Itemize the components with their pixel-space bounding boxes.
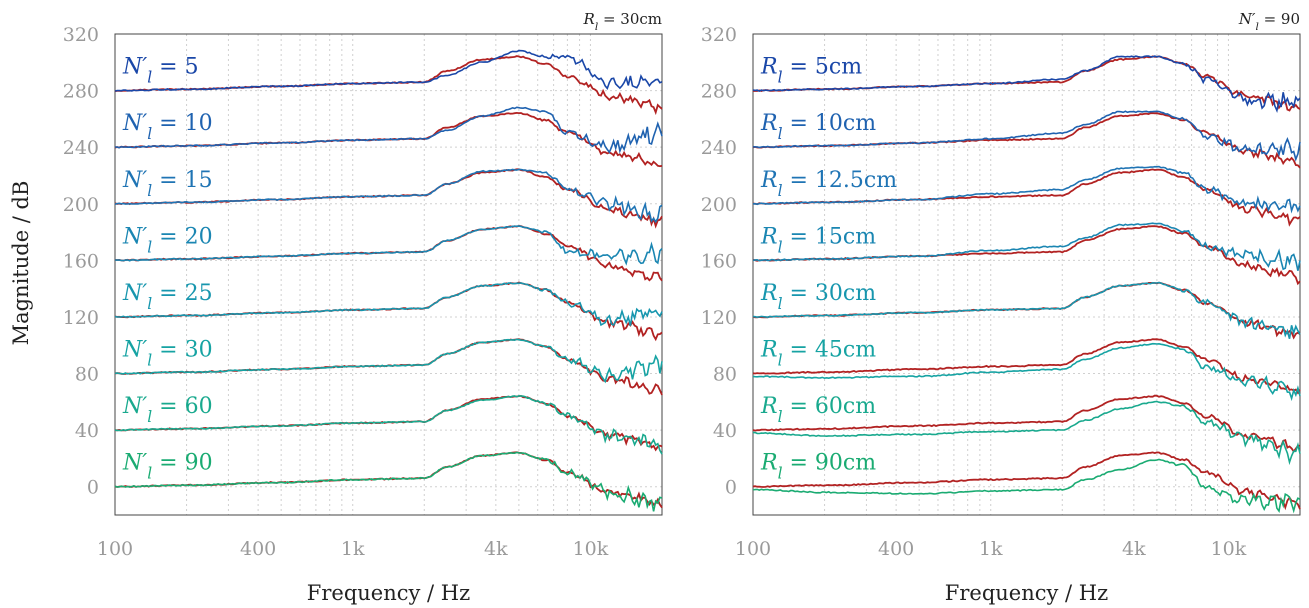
series-curve [752,281,1301,340]
series-label: N′l = 5 [122,55,199,87]
series-curve [114,338,663,384]
series-label: Rl = 15cm [760,224,876,256]
y-tick-label: 40 [75,420,99,442]
series-label: N′l = 60 [122,394,213,426]
y-tick-label: 280 [701,81,737,103]
x-axis-label: Frequency / Hz [307,581,470,605]
plot-frame [114,33,663,516]
series-curve [114,394,663,455]
y-tick-label: 320 [63,24,99,46]
y-tick-label: 80 [713,364,737,386]
y-tick-label: 40 [713,420,737,442]
y-tick-label: 0 [87,477,99,499]
y-tick-label: 240 [701,137,737,159]
x-tick-label: 10k [573,538,609,560]
y-tick-label: 80 [75,364,99,386]
y-tick-label: 320 [701,24,737,46]
x-tick-label: 4k [484,538,508,560]
series-curve [114,49,663,92]
panel-corner-label: N′l = 90 [1238,10,1300,33]
series-label: Rl = 30cm [760,281,876,313]
series-curve [752,110,1301,162]
measured-curve [752,394,1301,454]
series-curve [752,400,1301,466]
panel-corner-label: Rl = 30cm [583,10,662,33]
x-tick-label: 400 [878,538,914,560]
series-label: Rl = 12.5cm [760,168,897,200]
series-curve [752,342,1301,402]
series-curve [752,222,1301,271]
measured-curve [752,451,1301,511]
x-tick-label: 100 [735,538,771,560]
series-label: N′l = 15 [122,168,213,200]
series-curve [114,168,663,224]
series-curve [114,106,663,154]
plot-frame [752,33,1301,516]
series-curve [752,55,1301,114]
y-tick-label: 120 [701,307,737,329]
series-label: N′l = 25 [122,281,213,313]
series-curve [752,458,1301,514]
right-panel: 0 40 80 120 160 200 240 280 320 100 400 1k 4k 10k Freq… [701,10,1301,605]
y-tick-label: 160 [63,250,99,272]
y-tick-label: 240 [63,137,99,159]
y-tick-label: 200 [63,194,99,216]
y-axis-label: Magnitude / dB [9,181,33,346]
x-tick-label: 4k [1122,538,1146,560]
x-axis-label: Frequency / Hz [945,581,1108,605]
series-label: N′l = 90 [122,451,213,483]
y-tick-label: 0 [725,477,737,499]
series-curve [114,225,663,266]
series-label: Rl = 90cm [760,451,876,483]
x-tick-label: 400 [240,538,276,560]
series-curve [114,451,663,512]
series-label: N′l = 20 [122,224,213,256]
x-tick-label: 100 [97,538,133,560]
left-panel: 0 40 80 120 160 200 240 280 320 100 400 1k 4k 10k Freq… [63,10,663,605]
series-curve [114,282,663,327]
series-label: Rl = 10cm [760,111,876,143]
series-label: N′l = 10 [122,111,213,143]
series-label: Rl = 45cm [760,338,876,370]
measured-curve [752,338,1301,395]
x-tick-label: 1k [979,538,1003,560]
series-label: N′l = 30 [122,338,213,370]
y-tick-label: 120 [63,307,99,329]
series-label: Rl = 60cm [760,394,876,426]
x-tick-label: 10k [1211,538,1247,560]
y-tick-label: 160 [701,250,737,272]
y-tick-label: 200 [701,194,737,216]
series-label: Rl = 5cm [760,55,862,87]
x-tick-label: 1k [341,538,365,560]
y-tick-label: 280 [63,81,99,103]
series-curve [752,165,1301,214]
